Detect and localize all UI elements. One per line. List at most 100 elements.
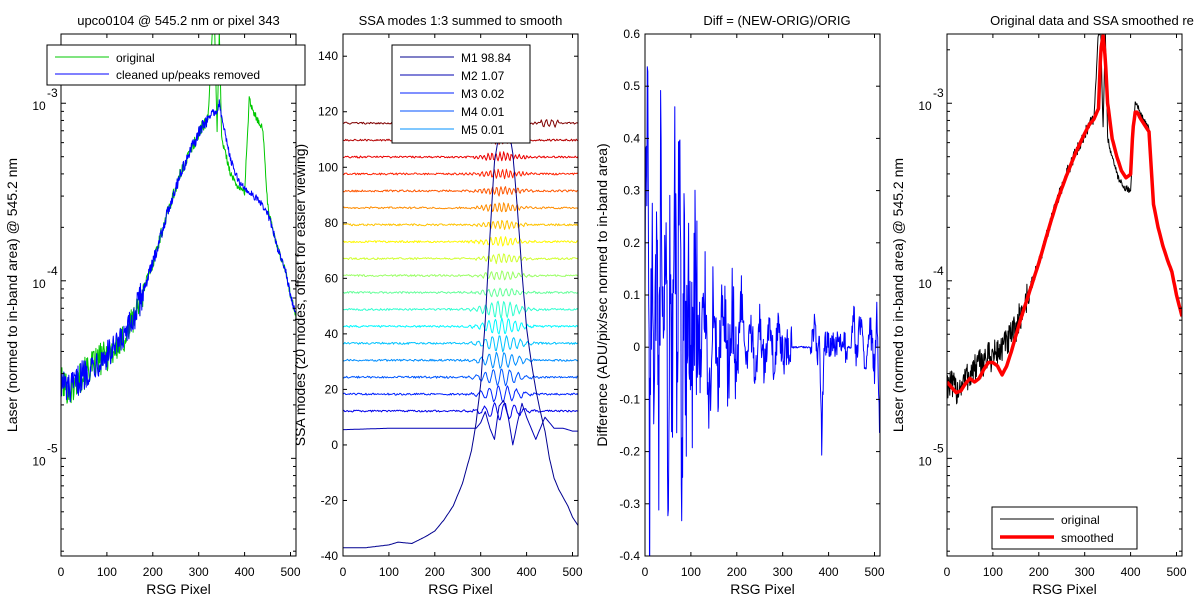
x-tick-label: 400 xyxy=(819,565,839,579)
y-tick-label: -0.2 xyxy=(619,445,640,459)
y-tick-label: 0.2 xyxy=(623,236,640,250)
legend-box xyxy=(991,506,1138,550)
legend-label: cleaned up/peaks removed xyxy=(116,68,260,82)
mode-line-10 xyxy=(343,287,578,298)
x-tick-label: 300 xyxy=(471,565,491,579)
mode-line-16 xyxy=(343,186,578,197)
axes-frame xyxy=(60,33,297,557)
y-tick-exponent: -5 xyxy=(47,441,58,455)
mode-line-7 xyxy=(343,335,578,353)
y-tick-base: 10 xyxy=(32,277,46,291)
x-tick-label: 300 xyxy=(1075,565,1095,579)
legend-box xyxy=(391,44,531,144)
y-tick-base: 10 xyxy=(32,454,46,468)
y-axis-label: Laser (normed to in-band area) @ 545.2 n… xyxy=(890,158,906,432)
plot-layer xyxy=(947,34,1182,405)
legend-label: original xyxy=(116,51,155,65)
y-tick-exponent: -4 xyxy=(47,264,58,278)
mode-line-4 xyxy=(343,385,578,403)
x-axis-label: RSG Pixel xyxy=(1032,581,1097,597)
y-tick-label: 0.5 xyxy=(623,79,640,93)
x-tick-label: 0 xyxy=(340,565,347,579)
y-tick-label: 0.6 xyxy=(623,27,640,41)
x-tick-label: 500 xyxy=(562,565,582,579)
x-tick-label: 200 xyxy=(727,565,747,579)
y-axis-label: SSA modes (20 modes, offset for easier v… xyxy=(292,144,308,446)
series-line-2 xyxy=(947,34,1182,395)
plot-area xyxy=(61,34,296,556)
y-tick-label: 60 xyxy=(325,271,339,285)
y-tick-label: 0 xyxy=(633,340,640,354)
legend-box xyxy=(46,44,306,86)
mode-line-14 xyxy=(343,219,578,230)
subplot-3: 0 100 200 300 400 500 -0.4 -0.3 -0.2 -0.1 0 0.1 0.2 0… xyxy=(594,13,885,597)
plot-area xyxy=(645,34,880,556)
x-tick-label: 400 xyxy=(1121,565,1141,579)
y-tick-label: 140 xyxy=(318,49,338,63)
x-tick-label: 400 xyxy=(235,565,255,579)
mode-line-9 xyxy=(343,300,578,319)
y-tick-exponent: -3 xyxy=(47,86,58,100)
y-axis-label: Difference (ADU/pix/sec normed to in-ban… xyxy=(594,143,610,446)
y-tick-label: 0 xyxy=(331,438,338,452)
x-tick-label: 500 xyxy=(280,565,300,579)
chart-title: SSA modes 1:3 summed to smooth xyxy=(359,13,563,28)
y-tick-exponent: -4 xyxy=(933,264,944,278)
diff-line xyxy=(645,66,880,556)
plot-layer xyxy=(343,116,578,549)
legend-label: smoothed xyxy=(1061,531,1114,545)
series-line-1 xyxy=(61,34,296,404)
axes-frame xyxy=(342,33,579,557)
x-tick-label: 200 xyxy=(143,565,163,579)
y-tick-label: -0.3 xyxy=(619,497,640,511)
mode-line-13 xyxy=(343,236,578,247)
y-tick-label: 0.1 xyxy=(623,288,640,302)
plot-layer xyxy=(645,66,880,556)
x-tick-label: 100 xyxy=(983,565,1003,579)
x-tick-label: 300 xyxy=(773,565,793,579)
y-tick-label: -40 xyxy=(321,549,339,563)
y-tick-base: 10 xyxy=(918,277,932,291)
x-axis-label: RSG Pixel xyxy=(730,581,795,597)
legend: original cleaned up/peaks removed xyxy=(46,44,306,86)
x-tick-label: 0 xyxy=(944,565,951,579)
chart-title: Diff = (NEW-ORIG)/ORIG xyxy=(703,13,850,28)
legend: M1 98.84 M2 1.07 M3 0.02 M4 0.01 M5 0.01 xyxy=(391,44,531,144)
y-tick-base: 10 xyxy=(918,454,932,468)
x-tick-label: 500 xyxy=(1166,565,1186,579)
mode-line-1 xyxy=(343,116,578,549)
axes-frame xyxy=(946,33,1183,557)
legend-label: M3 0.02 xyxy=(461,87,505,101)
legend-label: M4 0.01 xyxy=(461,105,505,119)
chart-title: upco0104 @ 545.2 nm or pixel 343 xyxy=(77,13,280,28)
mode-line-11 xyxy=(343,270,578,281)
x-tick-label: 300 xyxy=(189,565,209,579)
x-tick-label: 100 xyxy=(681,565,701,579)
x-tick-label: 500 xyxy=(864,565,884,579)
plot-area xyxy=(947,34,1182,556)
y-tick-label: 80 xyxy=(325,216,339,230)
plot-layer xyxy=(61,34,296,404)
legend-label: M1 98.84 xyxy=(461,51,511,65)
legend-label: original xyxy=(1061,513,1100,527)
series-line-2 xyxy=(61,99,296,403)
mode-line-2 xyxy=(343,400,578,446)
y-tick-label: -20 xyxy=(321,493,339,507)
mode-line-12 xyxy=(343,253,578,265)
chart-title: Original data and SSA smoothed re xyxy=(990,13,1194,28)
y-tick-label: -0.1 xyxy=(619,392,640,406)
legend: original smoothed xyxy=(991,506,1138,550)
x-tick-label: 0 xyxy=(58,565,65,579)
mode-line-17 xyxy=(343,168,578,180)
mode-line-8 xyxy=(343,317,578,335)
x-tick-label: 100 xyxy=(379,565,399,579)
mode-line-5 xyxy=(343,368,578,387)
y-tick-label: 20 xyxy=(325,382,339,396)
y-tick-exponent: -5 xyxy=(933,441,944,455)
y-tick-base: 10 xyxy=(32,99,46,113)
y-tick-label: 120 xyxy=(318,105,338,119)
y-axis-label: Laser (normed to in-band area) @ 545.2 n… xyxy=(4,158,20,432)
